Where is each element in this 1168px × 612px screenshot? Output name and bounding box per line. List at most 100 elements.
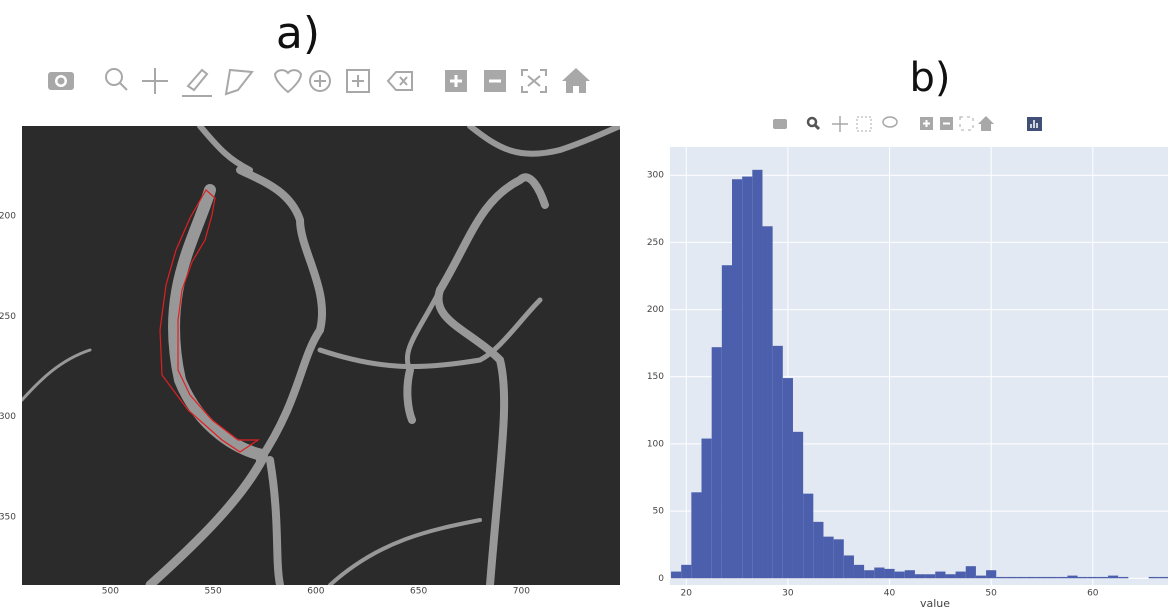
y-tick-label: 350: [0, 512, 16, 522]
x-tick-label: 30: [782, 589, 794, 599]
y-tick-label: 0: [658, 574, 664, 584]
figure: a) 200 250 300 350 500 550 600 650 700 b) 0 50 100 15…: [0, 0, 1168, 612]
bar: [915, 574, 925, 578]
reset-button[interactable]: [978, 116, 994, 131]
bar: [1118, 577, 1128, 578]
draw-closed-path-button[interactable]: [226, 70, 252, 94]
y-tick-label: 300: [647, 171, 664, 181]
bar: [854, 565, 864, 578]
bar: [783, 378, 793, 578]
bar: [823, 537, 833, 579]
bar: [722, 265, 732, 578]
zoom-button[interactable]: [808, 118, 819, 129]
zoom-in-button[interactable]: [445, 70, 467, 92]
bar: [813, 522, 823, 578]
image-background: [22, 126, 620, 585]
bar: [874, 568, 884, 579]
bar: [1098, 577, 1108, 578]
bar: [1047, 577, 1057, 578]
zoom-out-button[interactable]: [484, 70, 506, 92]
y-tick-label: 250: [647, 238, 664, 248]
y-tick-label: 300: [0, 412, 16, 422]
zoom-button[interactable]: [106, 69, 127, 90]
bar: [844, 555, 854, 578]
plotly-logo[interactable]: [1027, 117, 1042, 131]
bar: [956, 572, 966, 579]
bar: [732, 179, 742, 578]
zoom-out-button[interactable]: [940, 117, 953, 130]
bar: [803, 494, 813, 579]
bar: [773, 346, 783, 578]
bar: [1037, 577, 1047, 578]
bar: [712, 347, 722, 578]
y-tick-label: 100: [647, 439, 664, 449]
panel-label: b): [910, 55, 951, 101]
bar: [1149, 577, 1159, 578]
bar: [966, 566, 976, 578]
bar: [834, 539, 844, 578]
bar: [884, 569, 894, 578]
bar: [681, 565, 691, 578]
bar: [671, 572, 681, 579]
bar: [895, 572, 905, 579]
bar: [986, 570, 996, 578]
toolbar-b: [773, 116, 1042, 132]
bar: [905, 570, 915, 578]
x-tick-label: 500: [102, 587, 119, 597]
pan-button[interactable]: [142, 68, 168, 94]
x-tick-label: 700: [513, 587, 530, 597]
x-tick-label: 60: [1087, 589, 1099, 599]
lasso-button[interactable]: [883, 117, 897, 127]
autoscale-button[interactable]: [960, 117, 973, 130]
bar: [996, 577, 1006, 578]
y-tick-label: 200: [647, 305, 664, 315]
bar: [935, 572, 945, 579]
camera-button[interactable]: [773, 119, 787, 129]
x-tick-label: 20: [681, 589, 693, 599]
x-tick-label: 550: [205, 587, 222, 597]
bar: [793, 432, 803, 578]
x-axis-title: value: [920, 597, 950, 610]
bar: [762, 226, 772, 578]
reset-button[interactable]: [562, 68, 590, 93]
draw-rect-button[interactable]: [310, 71, 330, 91]
panel-label: a): [276, 8, 320, 59]
pan-button[interactable]: [832, 116, 848, 132]
x-tick-label: 50: [985, 589, 997, 599]
x-tick-label: 650: [410, 587, 427, 597]
bar: [925, 574, 935, 578]
bar: [1006, 577, 1016, 578]
y-tick-label: 250: [0, 312, 16, 322]
x-tick-label: 40: [884, 589, 896, 599]
bar: [1088, 577, 1098, 578]
zoom-in-button[interactable]: [920, 117, 933, 130]
draw-line-button[interactable]: [182, 70, 212, 96]
bar: [1017, 577, 1027, 578]
bar: [1078, 577, 1088, 578]
y-tick-label: 150: [647, 372, 664, 382]
bar: [742, 177, 752, 579]
y-tick-label: 50: [653, 507, 665, 517]
bar: [752, 170, 762, 578]
bar: [864, 570, 874, 578]
box-select-button[interactable]: [857, 117, 871, 131]
y-tick-label: 200: [0, 212, 16, 222]
bar: [1057, 577, 1067, 578]
bar: [1027, 577, 1037, 578]
bar: [691, 492, 701, 578]
bar: [702, 439, 712, 579]
bar: [945, 574, 955, 578]
bar: [1067, 576, 1077, 579]
erase-button[interactable]: [388, 72, 412, 90]
draw-circle-button[interactable]: [275, 70, 301, 92]
x-tick-label: 600: [307, 587, 324, 597]
bar: [1108, 576, 1118, 579]
bar: [1159, 577, 1168, 578]
bar: [976, 576, 986, 579]
autoscale-button[interactable]: [522, 70, 546, 92]
add-shape-button[interactable]: [347, 70, 369, 92]
image-panel: [22, 126, 620, 585]
toolbar-a: [48, 68, 590, 96]
histogram-axes: b) 0 50 100 150 200 250 300 20 30 40 50 60 value: [647, 55, 1168, 610]
camera-button[interactable]: [48, 72, 74, 90]
